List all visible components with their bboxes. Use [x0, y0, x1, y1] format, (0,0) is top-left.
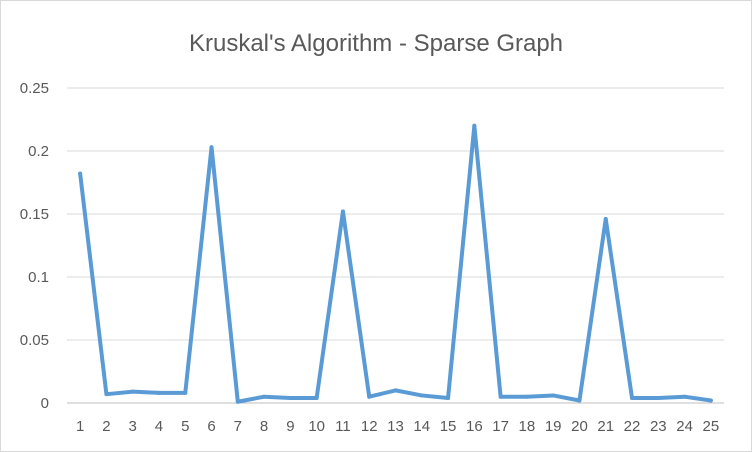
- data-point: [446, 395, 451, 400]
- chart-title: Kruskal's Algorithm - Sparse Graph: [189, 30, 563, 57]
- series-line: [78, 123, 713, 404]
- x-tick-label: 12: [361, 418, 378, 435]
- data-point: [183, 390, 188, 395]
- data-point: [130, 389, 135, 394]
- x-tick-label: 2: [102, 418, 110, 435]
- y-tick-labels: 0 0.05 0.1 0.15 0.2 0.25: [20, 80, 49, 412]
- x-tick-label: 13: [387, 418, 404, 435]
- data-point: [498, 394, 503, 399]
- x-tick-label: 5: [181, 418, 189, 435]
- x-tick-label: 25: [703, 418, 720, 435]
- data-point: [656, 395, 661, 400]
- x-tick-label: 24: [676, 418, 693, 435]
- data-point: [682, 394, 687, 399]
- data-point: [472, 123, 477, 128]
- data-point: [156, 390, 161, 395]
- data-point: [262, 394, 267, 399]
- data-point: [314, 395, 319, 400]
- y-tick-label: 0.15: [20, 206, 49, 223]
- x-tick-label: 18: [519, 418, 536, 435]
- data-point: [630, 395, 635, 400]
- y-tick-label: 0.05: [20, 332, 49, 349]
- data-point: [419, 393, 424, 398]
- data-point: [235, 399, 240, 404]
- x-tick-label: 15: [440, 418, 457, 435]
- x-tick-label: 14: [413, 418, 430, 435]
- x-tick-label: 10: [308, 418, 325, 435]
- data-point: [551, 393, 556, 398]
- x-tick-label: 17: [492, 418, 509, 435]
- series: [78, 123, 713, 404]
- x-tick-label: 8: [260, 418, 268, 435]
- data-point: [393, 388, 398, 393]
- data-point: [78, 171, 83, 176]
- data-point: [209, 145, 214, 150]
- y-tick-label: 0.2: [28, 143, 49, 160]
- data-point: [524, 394, 529, 399]
- x-tick-label: 23: [650, 418, 667, 435]
- x-tick-label: 21: [597, 418, 614, 435]
- x-tick-label: 6: [207, 418, 215, 435]
- x-tick-label: 7: [234, 418, 242, 435]
- x-tick-labels: 1 2 3 4 5 6 7 8 9 10 11 12 13 14 15 16 17 18 19 20 21 22 23 24 2…: [76, 418, 719, 435]
- x-tick-label: 4: [155, 418, 163, 435]
- x-tick-label: 19: [545, 418, 562, 435]
- x-tick-label: 9: [286, 418, 294, 435]
- x-tick-label: 20: [571, 418, 588, 435]
- y-tick-label: 0: [41, 395, 49, 412]
- data-point: [340, 209, 345, 214]
- data-point: [577, 398, 582, 403]
- x-tick-label: 3: [129, 418, 137, 435]
- x-tick-label: 22: [624, 418, 641, 435]
- data-point: [288, 395, 293, 400]
- x-tick-label: 1: [76, 418, 84, 435]
- data-point: [603, 217, 608, 222]
- x-tick-label: 16: [466, 418, 483, 435]
- data-point: [104, 392, 109, 397]
- data-point: [367, 394, 372, 399]
- x-tick-label: 11: [335, 418, 351, 435]
- y-tick-label: 0.25: [20, 80, 49, 97]
- gridlines: [67, 87, 724, 404]
- data-point: [708, 398, 713, 403]
- y-tick-label: 0.1: [28, 269, 49, 286]
